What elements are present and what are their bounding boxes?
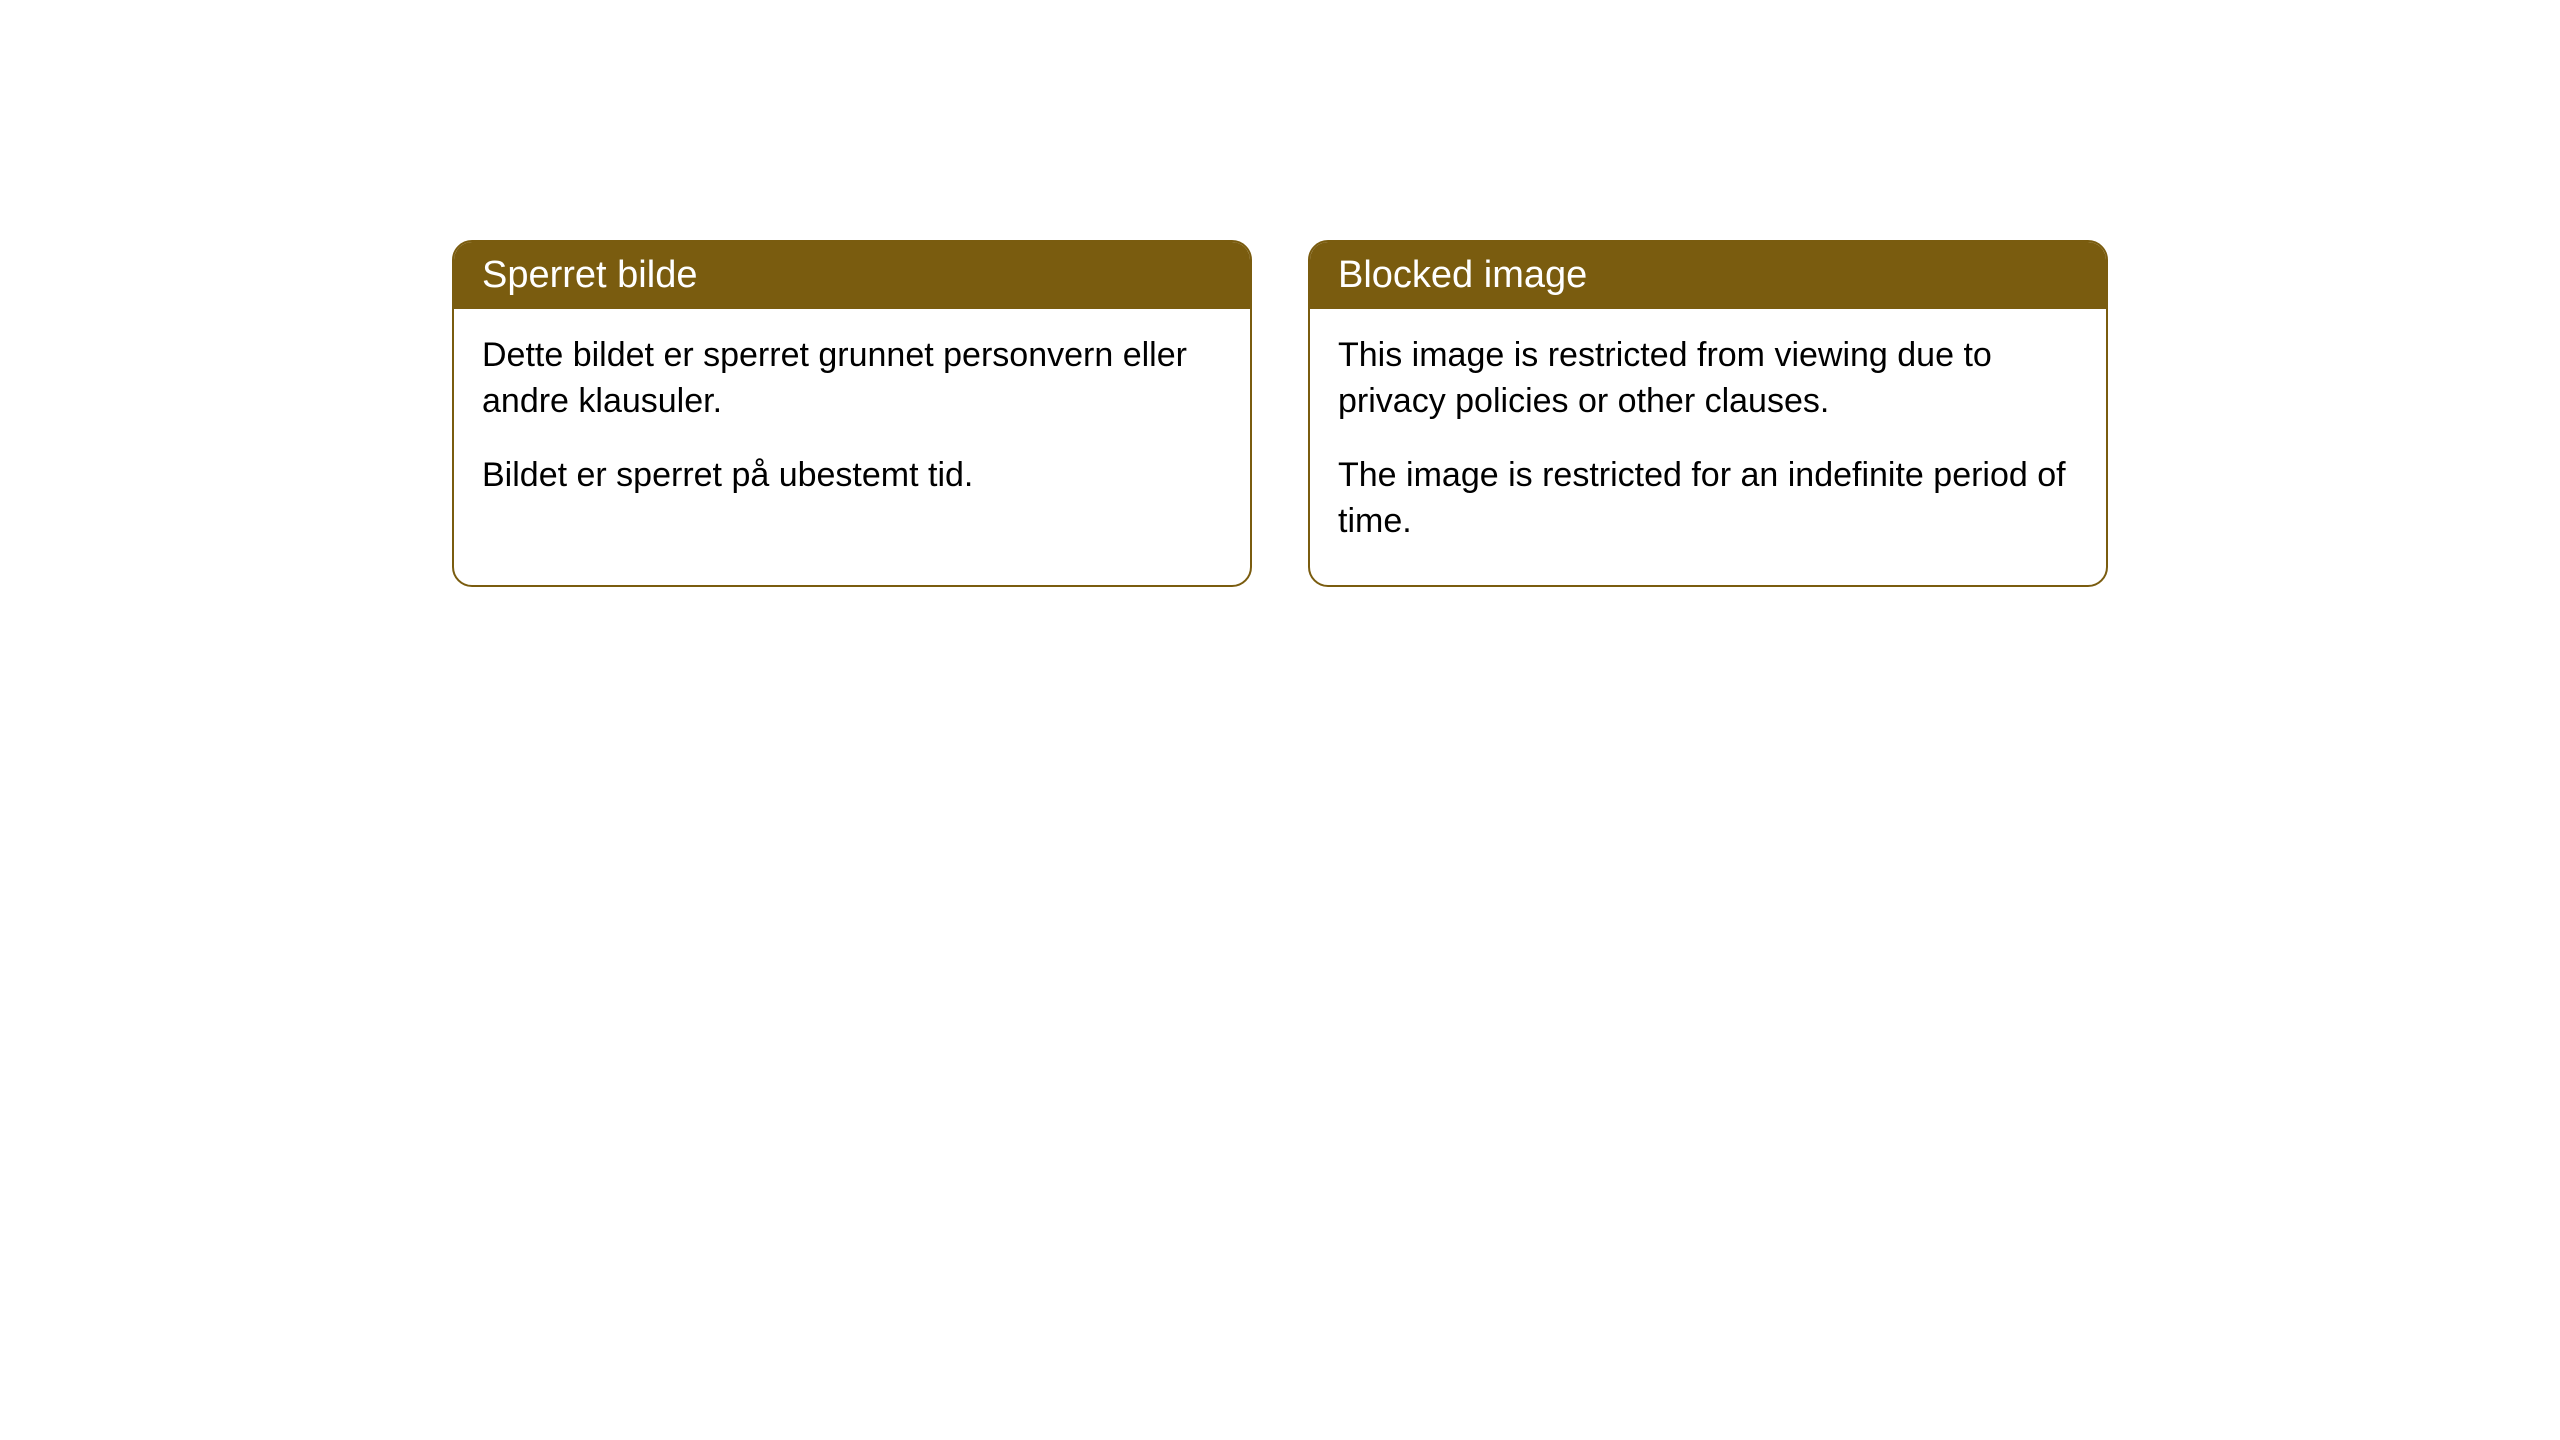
card-title-en: Blocked image <box>1338 254 1587 296</box>
card-paragraph-1-no: Dette bildet er sperret grunnet personve… <box>482 333 1222 425</box>
card-paragraph-2-no: Bildet er sperret på ubestemt tid. <box>482 453 1222 499</box>
card-header-en: Blocked image <box>1310 242 2106 309</box>
card-header-no: Sperret bilde <box>454 242 1250 309</box>
blocked-image-card-no: Sperret bilde Dette bildet er sperret gr… <box>452 240 1252 587</box>
blocked-image-card-en: Blocked image This image is restricted f… <box>1308 240 2108 587</box>
card-title-no: Sperret bilde <box>482 254 697 296</box>
card-paragraph-2-en: The image is restricted for an indefinit… <box>1338 453 2078 545</box>
card-body-no: Dette bildet er sperret grunnet personve… <box>454 309 1250 539</box>
card-body-en: This image is restricted from viewing du… <box>1310 309 2106 585</box>
card-paragraph-1-en: This image is restricted from viewing du… <box>1338 333 2078 425</box>
message-cards-container: Sperret bilde Dette bildet er sperret gr… <box>452 240 2108 587</box>
